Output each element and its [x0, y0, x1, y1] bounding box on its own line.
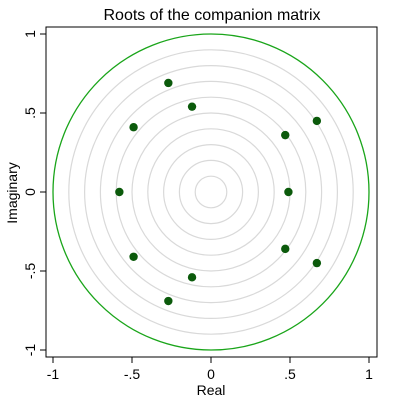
root-point-10	[284, 187, 293, 197]
y-tick-label-4: .5	[22, 107, 38, 119]
y-axis-ticks: -1 -.5 0 .5 1	[22, 30, 46, 356]
y-tick-label-2: -.5	[22, 263, 38, 280]
unit-circle	[52, 33, 370, 351]
y-tick-label-3: 0	[22, 188, 38, 196]
chart-title: Roots of the companion matrix	[104, 7, 321, 24]
y-tick-label-5: 1	[22, 30, 38, 38]
grid-circle-6	[115, 96, 307, 288]
root-point-12	[312, 258, 322, 268]
x-axis-title: Real	[197, 382, 226, 398]
grid-circle-5	[131, 112, 291, 272]
root-point-5	[129, 123, 138, 132]
plot-frame	[45, 26, 378, 358]
x-tick-label-2: -.5	[124, 366, 141, 382]
root-point-4	[187, 273, 197, 282]
grid-circle-7	[99, 80, 323, 304]
x-axis-ticks: -1 -.5 0 .5 1	[47, 357, 373, 382]
unit-circle-layer	[52, 33, 370, 351]
grid-circle-9	[68, 49, 354, 335]
root-point-8	[281, 130, 290, 140]
root-point-6	[129, 252, 138, 261]
grid-circle-4	[147, 128, 275, 256]
grid-circle-1	[194, 175, 228, 209]
plot-border	[45, 26, 378, 358]
y-axis-title: Imaginary	[4, 162, 20, 223]
grid-circle-8	[83, 64, 339, 320]
x-tick-label-3: 0	[207, 366, 215, 382]
grid-circles	[68, 49, 354, 335]
x-tick-label-5: 1	[365, 366, 373, 382]
root-point-7	[115, 187, 124, 197]
root-point-9	[281, 244, 290, 254]
root-point-1	[164, 78, 173, 88]
grid-circle-3	[163, 144, 260, 241]
grid-circle-2	[178, 159, 244, 225]
y-tick-label-1: -1	[22, 344, 38, 357]
root-point-11	[312, 116, 322, 126]
root-point-2	[164, 296, 173, 306]
root-point-3	[187, 102, 197, 111]
root-points	[115, 78, 322, 306]
x-tick-label-4: .5	[284, 366, 296, 382]
x-tick-label-1: -1	[47, 366, 60, 382]
